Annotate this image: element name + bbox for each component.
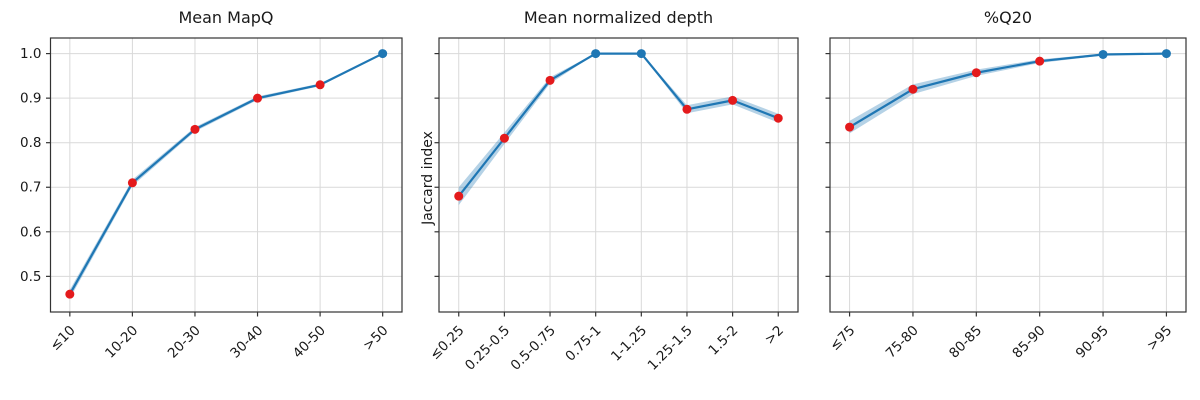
- x-tick-label: 0.5-0.75: [508, 323, 559, 374]
- data-point-marker: [378, 49, 388, 59]
- axis-spine: [49, 37, 403, 313]
- x-tick-label: 90-95: [1073, 323, 1112, 362]
- x-tick-label: >2: [762, 323, 787, 348]
- data-point-marker: [773, 113, 783, 123]
- data-line: [849, 52, 1167, 129]
- data-point-marker: [315, 80, 325, 90]
- data-point-marker: [499, 133, 509, 143]
- data-point-marker: [728, 95, 738, 105]
- confidence-band: [69, 53, 383, 299]
- axis-spine: [438, 37, 799, 313]
- data-point-marker: [454, 191, 464, 201]
- x-tick-label: 30-40: [227, 323, 266, 362]
- data-line: [68, 52, 384, 295]
- data-point-marker: [971, 68, 981, 78]
- confidence-band: [458, 53, 779, 206]
- y-tick-label: 0.5: [20, 269, 41, 285]
- x-tick-label: 10-20: [102, 323, 141, 362]
- axis-spine: [829, 37, 1187, 313]
- data-point-marker: [1161, 49, 1171, 59]
- x-tick-label: 20-30: [165, 323, 204, 362]
- x-tick-label: 1-1.25: [608, 323, 650, 365]
- x-tick-label: 40-50: [290, 323, 329, 362]
- x-tick-label: 80-85: [946, 323, 985, 362]
- chart-q20: ≤75 75-80 80-85 85-90 90-95 >95: [825, 37, 1187, 362]
- x-tick-label: 1.5-2: [705, 323, 741, 359]
- x-tick-label: >95: [1144, 323, 1175, 354]
- y-tick-label: 0.8: [20, 135, 41, 151]
- data-point-marker: [591, 49, 601, 59]
- data-point-marker: [1035, 56, 1045, 66]
- data-point-marker: [190, 124, 200, 134]
- x-tick-label: 85-90: [1009, 323, 1048, 362]
- chart-mean-mapq: ≤10 10-20 20-30 30-40 40-50 >50 0.5 0.6 0.7 0.8 0.…: [20, 37, 403, 362]
- chart-title-mean-mapq: Mean MapQ: [178, 8, 274, 27]
- x-tick-label: ≤10: [47, 323, 78, 354]
- data-point-marker: [636, 49, 646, 59]
- chart-mean-normalized-depth: ≤0.250.25-0.50.5-0.75 0.75-1 1-1.251.25-1.…: [427, 37, 799, 374]
- x-tick-label: 0.25-0.5: [462, 323, 513, 374]
- x-tick-label: 1.25-1.5: [645, 323, 696, 374]
- x-tick-label: 0.75-1: [562, 323, 604, 365]
- data-line: [457, 52, 779, 197]
- x-tick-label: ≤75: [827, 323, 858, 354]
- data-point-marker: [253, 93, 263, 103]
- data-point-marker: [908, 84, 918, 94]
- chart-title-q20: %Q20: [983, 8, 1033, 27]
- chart-title-mean-normalized-depth: Mean normalized depth: [523, 8, 714, 27]
- x-tick-label: 75-80: [883, 323, 922, 362]
- x-tick-label: >50: [360, 323, 391, 354]
- data-point-marker: [1098, 49, 1108, 59]
- data-point-marker: [65, 289, 75, 299]
- x-tick-label: ≤0.25: [427, 323, 468, 364]
- data-point-marker: [127, 178, 137, 188]
- data-point-marker: [682, 104, 692, 114]
- y-tick-label: 0.9: [20, 91, 41, 107]
- y-tick-label: 0.6: [20, 224, 41, 240]
- y-tick-label: 0.7: [20, 180, 41, 196]
- y-tick-label: 1.0: [20, 46, 41, 62]
- data-point-marker: [845, 122, 855, 132]
- confidence-band: [849, 53, 1167, 134]
- data-point-marker: [545, 75, 555, 85]
